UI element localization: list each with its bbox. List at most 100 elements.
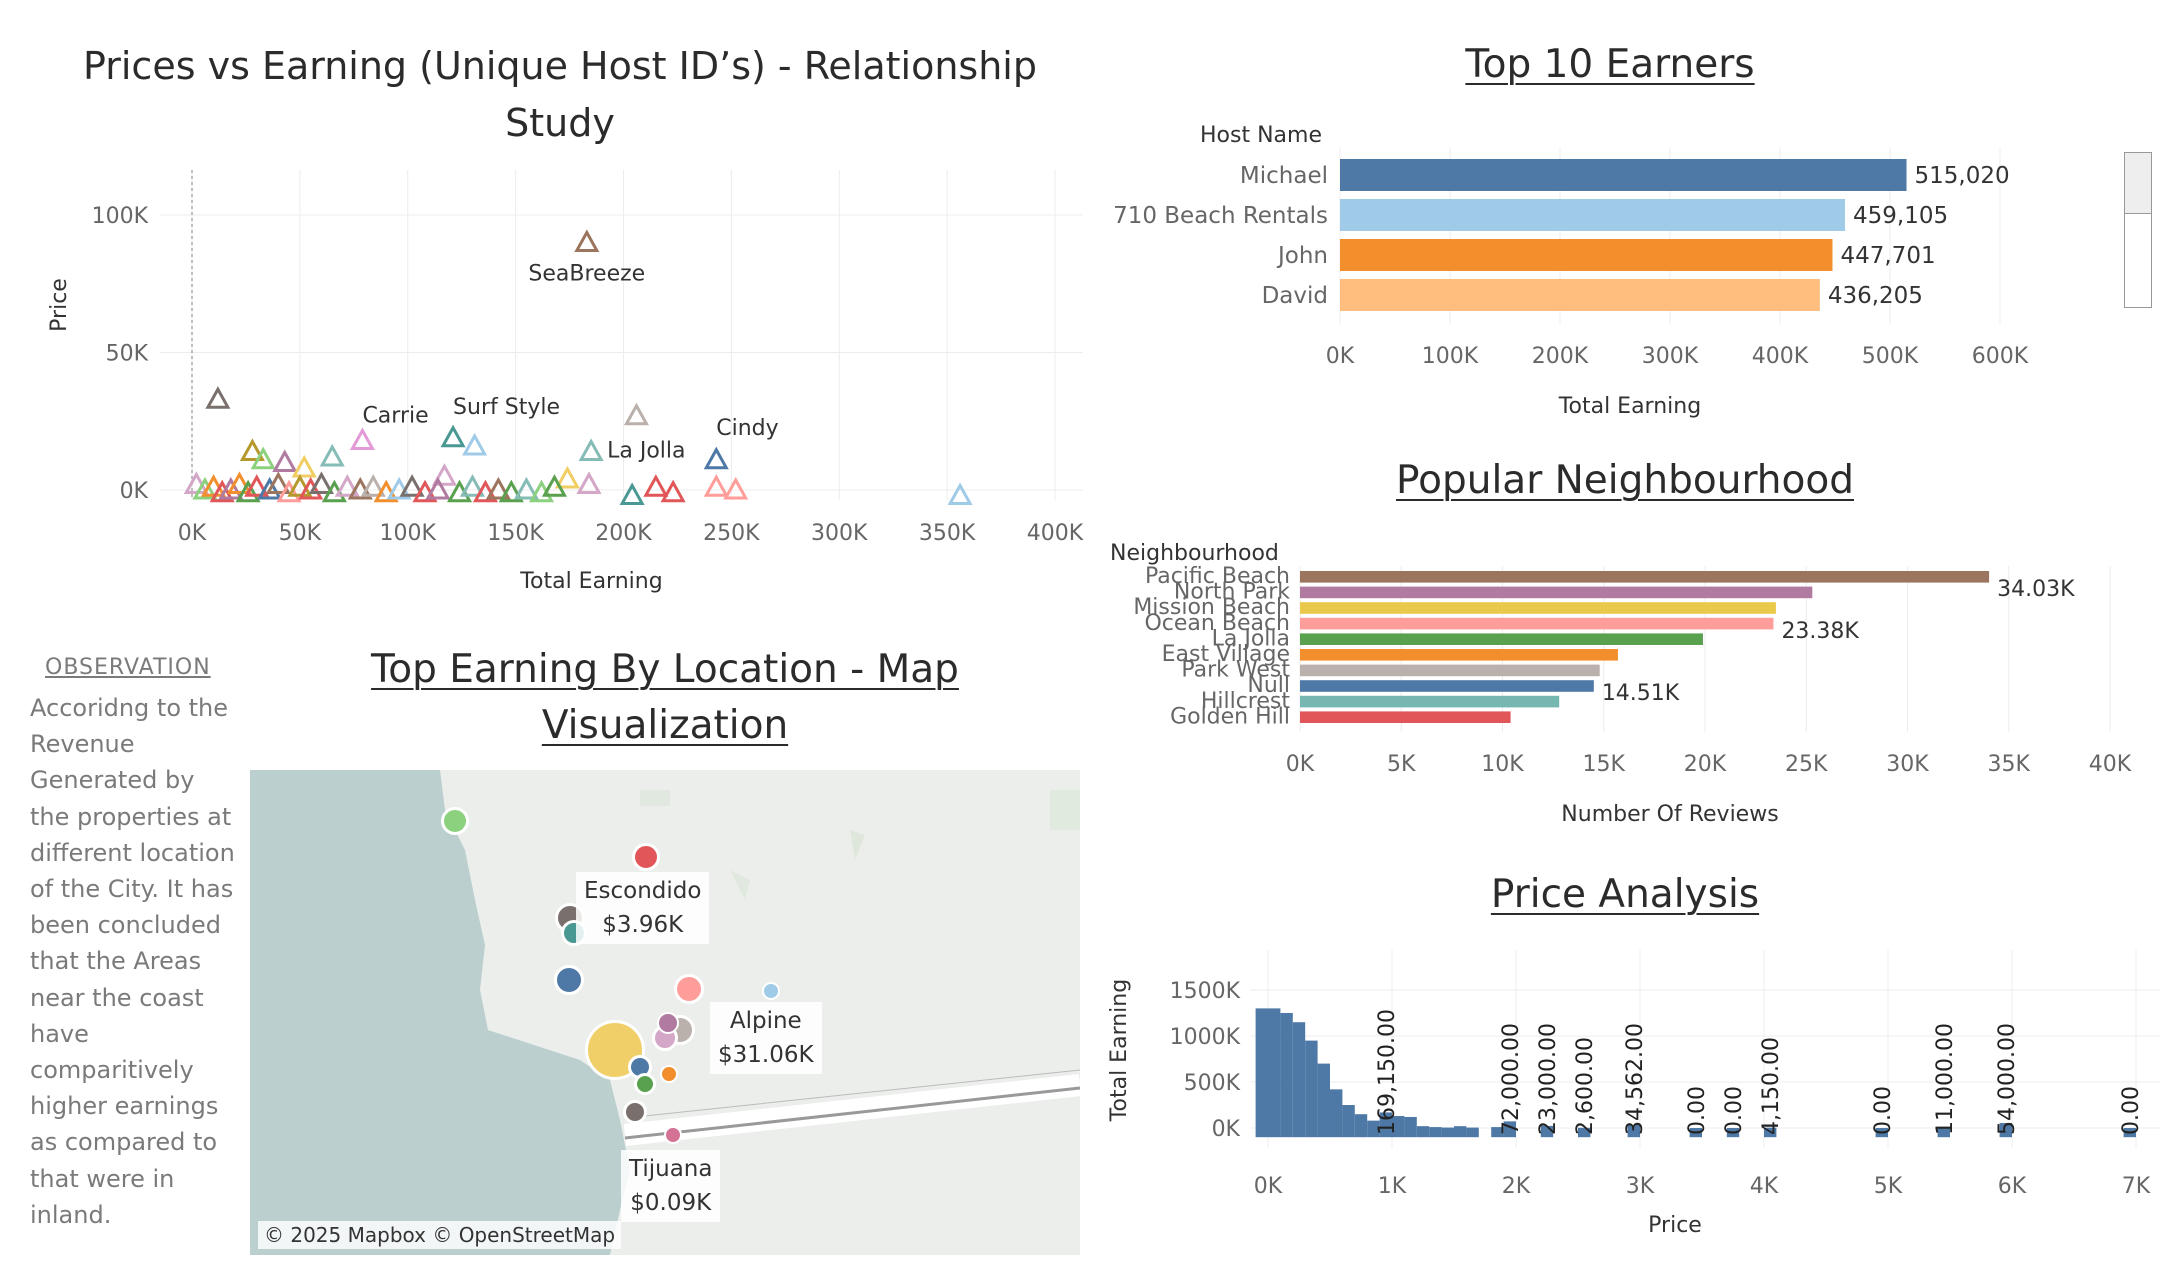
point-label: SeaBreeze (528, 262, 645, 287)
category-label: Hillcrest (1201, 689, 1291, 714)
data-point (643, 474, 669, 497)
bar (1875, 1128, 1888, 1138)
data-label: 34.03K (1997, 577, 2075, 602)
row-header: Host Name (1200, 123, 1322, 148)
map-marker[interactable] (664, 1126, 682, 1144)
map-marker[interactable] (623, 1100, 647, 1124)
data-point (660, 479, 686, 503)
x-tick-label: 0K (1286, 752, 1315, 777)
y-tick-label: 50K (106, 342, 149, 367)
data-point (399, 474, 425, 497)
category-label: 710 Beach Rentals (1113, 203, 1328, 229)
bar (1300, 633, 1703, 645)
bar (1300, 711, 1511, 723)
data-label: 4,150.00 (1759, 1037, 1784, 1135)
top10-scrollbar[interactable] (2124, 152, 2152, 308)
bar (1340, 279, 1820, 311)
map-marker[interactable] (554, 965, 584, 995)
x-tick-label: 1K (1378, 1174, 1407, 1199)
bar (1627, 1124, 1640, 1138)
data-point (425, 476, 451, 500)
x-tick-label: 300K (811, 521, 868, 546)
map-label-name: Tijuana (629, 1156, 713, 1182)
data-point (619, 482, 645, 505)
x-tick-label: 7K (2122, 1174, 2151, 1199)
bar (1689, 1128, 1702, 1138)
bar (1354, 1114, 1368, 1138)
price-chart: 0K 1K 2K 3K 4K 5K 6K 7K 0K 500K 1000K 1500K 169,150.… (1107, 950, 2160, 1238)
x-tick-label: 10K (1481, 752, 1524, 777)
bar (1540, 1125, 1554, 1138)
top10-scrollbar-thumb[interactable] (2125, 153, 2151, 214)
data-label: 436,205 (1828, 283, 1923, 309)
bar (1300, 571, 1990, 583)
map-marker[interactable] (634, 1073, 656, 1095)
data-label: 0.00 (1871, 1086, 1896, 1135)
map-marker[interactable] (632, 843, 660, 871)
data-point (703, 446, 729, 470)
map-label-value: $0.09K (630, 1190, 712, 1216)
y-tick-label: 1000K (1170, 1025, 1241, 1050)
data-point (265, 471, 291, 494)
map-label-value: $3.96K (602, 912, 684, 938)
map-label-value: $31.06K (718, 1042, 814, 1068)
y-tick-label: 500K (1184, 1071, 1241, 1096)
x-axis-title: Number Of Reviews (1561, 802, 1778, 827)
bar (1726, 1128, 1740, 1138)
top10-chart: 0K 100K 200K 300K 400K 500K 600K Host Name Micha… (1113, 123, 2029, 419)
x-tick-label: 400K (1027, 521, 1084, 546)
y-tick-label: 1500K (1170, 979, 1241, 1004)
category-label: Michael (1240, 163, 1328, 189)
data-point (703, 474, 729, 497)
x-tick-label: 5K (1874, 1174, 1903, 1199)
observation-heading: OBSERVATION (45, 655, 211, 680)
bar (1429, 1127, 1442, 1138)
map-label-escondido: Escondido $3.96K (576, 872, 710, 944)
point-label: Cindy (716, 416, 778, 441)
category-label: Park West (1181, 658, 1290, 683)
y-tick-label: 0K (120, 479, 149, 504)
bar (1268, 1008, 1281, 1138)
scatter-chart: 0K 50K 100K 150K 200K 250K 300K 350K 400K 0K 50K 10… (47, 170, 1084, 594)
x-tick-label: 0K (1326, 344, 1355, 369)
x-tick-label: 5K (1387, 752, 1416, 777)
bar (1416, 1126, 1430, 1138)
scatter-title: Prices vs Earning (Unique Host ID’s) - R… (83, 44, 1037, 145)
map-marker[interactable] (762, 982, 780, 1000)
x-tick-label: 150K (487, 521, 544, 546)
map-label-alpine: Alpine $31.06K (710, 1002, 822, 1074)
map-marker[interactable] (657, 1012, 679, 1034)
data-label: 0.00 (1685, 1086, 1710, 1135)
x-tick-label: 250K (703, 521, 760, 546)
data-point (205, 386, 231, 409)
map-label-name: Alpine (729, 1008, 802, 1034)
y-tick-label: 100K (92, 204, 149, 229)
map-marker[interactable] (441, 807, 469, 835)
category-label: Pacific Beach (1145, 564, 1290, 589)
row-header: Neighbourhood (1110, 541, 1279, 566)
x-tick-label: 6K (1998, 1174, 2027, 1199)
x-tick-label: 100K (1422, 344, 1479, 369)
top10-title: Top 10 Earners (1465, 42, 1755, 87)
data-point (541, 474, 568, 497)
data-point (218, 476, 244, 500)
x-tick-label: 3K (1626, 1174, 1655, 1199)
map-view[interactable]: Escondido $3.96K Alpine $31.06K Tijuana … (250, 770, 1080, 1255)
bar (1300, 617, 1774, 630)
map-attribution[interactable]: © 2025 Mapbox © OpenStreetMap (258, 1221, 622, 1249)
category-label: Mission Beach (1133, 595, 1290, 620)
data-point (578, 438, 604, 461)
data-point (360, 474, 386, 497)
bar (1305, 1040, 1318, 1138)
bar (1340, 239, 1833, 271)
map-marker[interactable] (660, 1065, 678, 1083)
bar (1578, 1127, 1591, 1138)
data-point (308, 471, 334, 494)
category-label: Golden Hill (1170, 704, 1290, 729)
category-label: East Village (1162, 642, 1290, 667)
bar (1330, 1089, 1343, 1138)
x-tick-label: 100K (380, 521, 437, 546)
map-marker[interactable] (674, 974, 704, 1004)
bar (1342, 1105, 1355, 1138)
x-tick-label: 350K (919, 521, 976, 546)
